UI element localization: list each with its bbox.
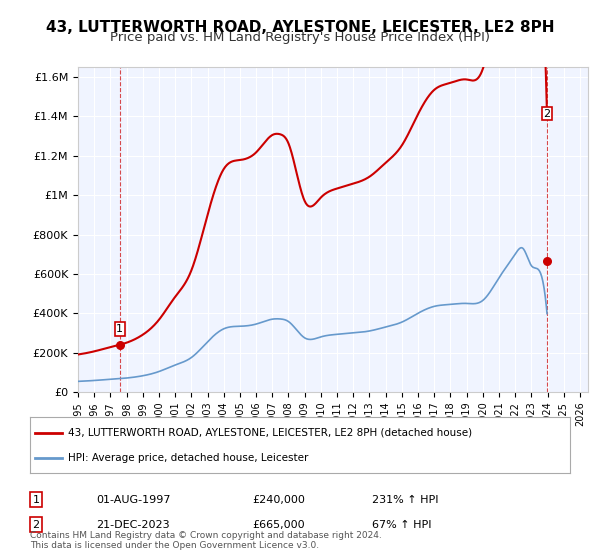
Text: 43, LUTTERWORTH ROAD, AYLESTONE, LEICESTER, LE2 8PH (detached house): 43, LUTTERWORTH ROAD, AYLESTONE, LEICEST… [68,428,472,438]
Text: Price paid vs. HM Land Registry's House Price Index (HPI): Price paid vs. HM Land Registry's House … [110,31,490,44]
Text: Contains HM Land Registry data © Crown copyright and database right 2024.
This d: Contains HM Land Registry data © Crown c… [30,530,382,550]
Text: 01-AUG-1997: 01-AUG-1997 [96,494,170,505]
Point [115,340,125,349]
Text: 67% ↑ HPI: 67% ↑ HPI [372,520,431,530]
Text: HPI: Average price, detached house, Leicester: HPI: Average price, detached house, Leic… [68,452,308,463]
Point [542,256,552,265]
Text: 21-DEC-2023: 21-DEC-2023 [96,520,170,530]
Text: £240,000: £240,000 [252,494,305,505]
Text: 231% ↑ HPI: 231% ↑ HPI [372,494,439,505]
Text: 43, LUTTERWORTH ROAD, AYLESTONE, LEICESTER, LE2 8PH: 43, LUTTERWORTH ROAD, AYLESTONE, LEICEST… [46,20,554,35]
Text: 1: 1 [116,324,124,334]
Text: £665,000: £665,000 [252,520,305,530]
Text: 1: 1 [32,494,40,505]
Text: 2: 2 [544,109,551,119]
Text: 2: 2 [32,520,40,530]
